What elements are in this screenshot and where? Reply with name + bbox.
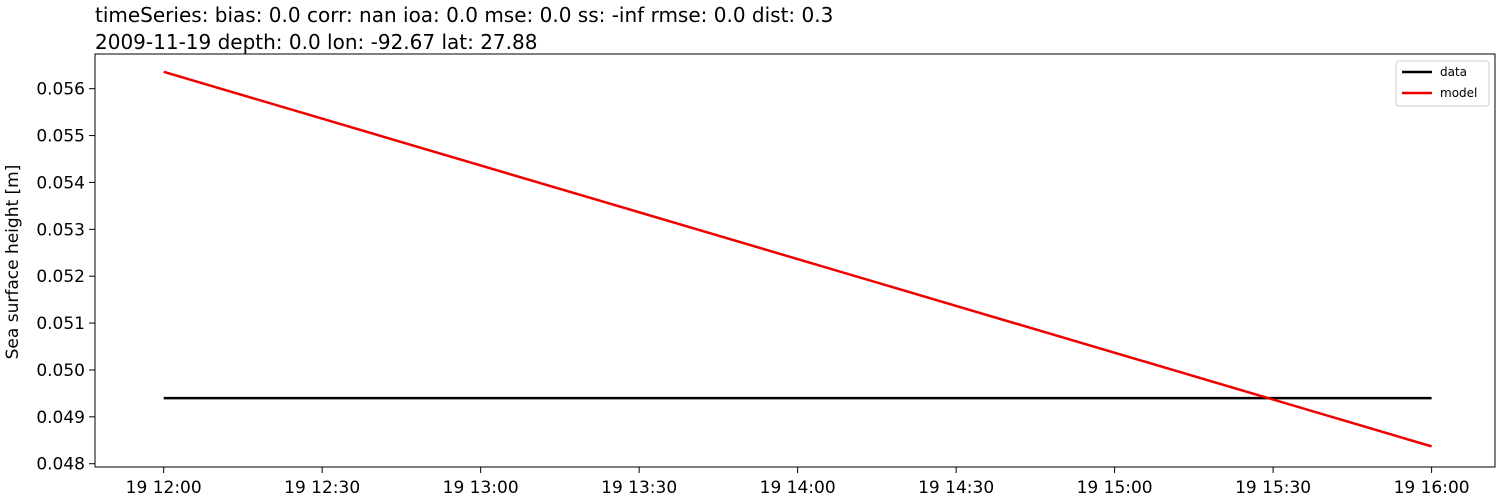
y-axis-label: Sea surface height [m] xyxy=(3,165,23,360)
legend: data model xyxy=(1395,60,1490,107)
x-tick-label: 19 14:00 xyxy=(760,478,836,498)
chart-title-line-2: 2009-11-19 depth: 0.0 lon: -92.67 lat: 2… xyxy=(95,30,537,54)
x-tick-label: 19 12:30 xyxy=(284,478,360,498)
y-tick-label: 0.050 xyxy=(36,361,85,381)
plot-area-frame xyxy=(94,53,1496,468)
y-tick-label: 0.049 xyxy=(36,408,85,428)
chart-title-line-1: timeSeries: bias: 0.0 corr: nan ioa: 0.0… xyxy=(95,3,833,27)
x-tick-label: 19 13:30 xyxy=(601,478,677,498)
series-lines xyxy=(163,70,1432,448)
x-tick-label: 19 16:00 xyxy=(1394,478,1470,498)
x-axis-ticks: 19 12:00 19 12:30 19 13:00 19 13:30 19 14:00… xyxy=(126,467,1470,498)
x-tick-label: 19 15:30 xyxy=(1235,478,1311,498)
series-line-model xyxy=(163,70,1432,448)
y-axis-ticks: 0.048 0.049 0.050 0.051 0.052 0.053 0.054 0.055… xyxy=(36,80,95,475)
legend-label-model: model xyxy=(1440,86,1477,100)
legend-label-data: data xyxy=(1440,65,1467,79)
x-tick-label: 19 13:00 xyxy=(443,478,519,498)
y-tick-label: 0.048 xyxy=(36,455,85,475)
y-tick-label: 0.055 xyxy=(36,127,85,147)
y-tick-label: 0.056 xyxy=(36,80,85,100)
y-tick-label: 0.052 xyxy=(36,267,85,287)
y-tick-label: 0.053 xyxy=(36,220,85,240)
x-tick-label: 19 15:00 xyxy=(1077,478,1153,498)
y-tick-label: 0.051 xyxy=(36,314,85,334)
y-tick-label: 0.054 xyxy=(36,173,85,193)
x-tick-label: 19 12:00 xyxy=(126,478,202,498)
x-tick-label: 19 14:30 xyxy=(918,478,994,498)
